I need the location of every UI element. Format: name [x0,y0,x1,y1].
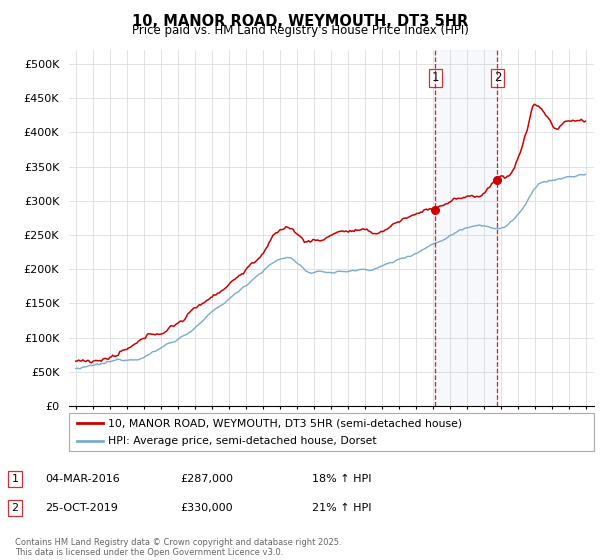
Text: 18% ↑ HPI: 18% ↑ HPI [312,474,371,484]
Text: 04-MAR-2016: 04-MAR-2016 [45,474,120,484]
Bar [436,50,497,406]
Text: 10, MANOR ROAD, WEYMOUTH, DT3 5HR: 10, MANOR ROAD, WEYMOUTH, DT3 5HR [132,14,468,29]
Text: 10, MANOR ROAD, WEYMOUTH, DT3 5HR (semi-detached house): 10, MANOR ROAD, WEYMOUTH, DT3 5HR (semi-… [109,418,463,428]
Text: 1: 1 [11,474,19,484]
Text: £330,000: £330,000 [180,503,233,513]
Text: Price paid vs. HM Land Registry's House Price Index (HPI): Price paid vs. HM Land Registry's House … [131,24,469,37]
Text: HPI: Average price, semi-detached house, Dorset: HPI: Average price, semi-detached house,… [109,436,377,446]
Text: 2: 2 [11,503,19,513]
Text: 2: 2 [494,71,501,84]
Text: £287,000: £287,000 [180,474,233,484]
FancyBboxPatch shape [69,413,594,451]
Text: 25-OCT-2019: 25-OCT-2019 [45,503,118,513]
Text: 1: 1 [432,71,439,84]
Text: 21% ↑ HPI: 21% ↑ HPI [312,503,371,513]
Text: Contains HM Land Registry data © Crown copyright and database right 2025.
This d: Contains HM Land Registry data © Crown c… [15,538,341,557]
